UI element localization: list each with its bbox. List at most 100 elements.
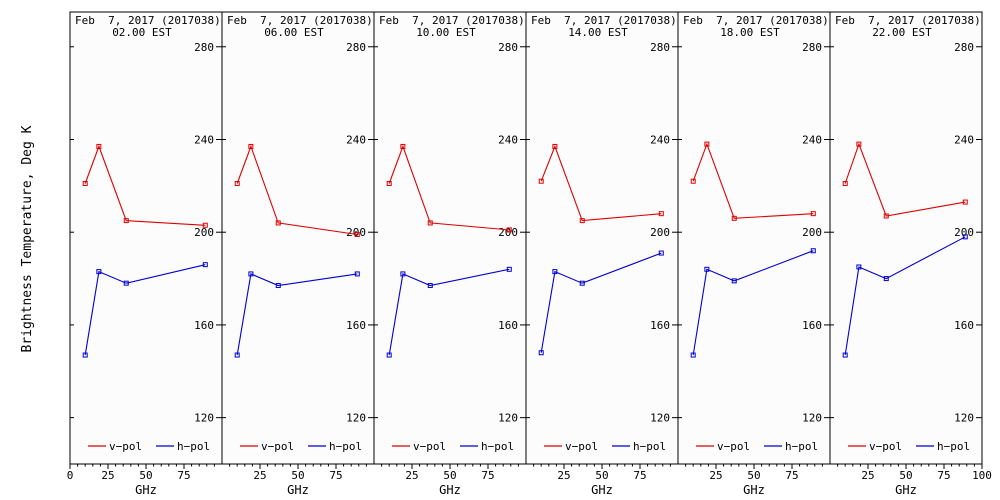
panel-frame <box>677 11 831 465</box>
panel-frame <box>69 11 223 465</box>
data-point-hpol <box>690 352 696 358</box>
panel: Feb 7, 2017 (2017038)14.00 EST 120 160 200 2… <box>525 11 679 497</box>
y-tick-label: 160 <box>650 319 670 332</box>
data-point-vpol <box>123 218 129 224</box>
legend-label-hpol: h−pol <box>177 440 210 453</box>
legend-label-vpol: v−pol <box>869 440 902 453</box>
series-line-vpol <box>844 142 966 217</box>
x-axis-label: GHz <box>743 483 765 497</box>
data-point-vpol <box>275 220 281 226</box>
series-line-hpol <box>84 264 206 356</box>
data-point-vpol <box>96 143 102 149</box>
y-tick-label: 120 <box>194 412 214 425</box>
data-point-hpol <box>506 266 512 272</box>
x-tick-label: 75 <box>937 469 950 482</box>
legend-label-hpol: h−pol <box>633 440 666 453</box>
panel-title-date: Feb 7, 2017 (2017038) <box>835 14 981 27</box>
x-tick-label: 75 <box>481 469 494 482</box>
data-point-vpol <box>552 143 558 149</box>
data-point-vpol <box>82 181 88 187</box>
data-point-vpol <box>506 227 512 233</box>
data-point-vpol <box>856 141 862 147</box>
series-line-vpol <box>236 144 358 236</box>
y-tick-label: 120 <box>346 412 366 425</box>
y-tick-label: 200 <box>194 226 214 239</box>
x-tick-label: 25 <box>101 469 114 482</box>
legend-label-vpol: v−pol <box>717 440 750 453</box>
data-point-hpol <box>579 280 585 286</box>
panel-title-time: 10.00 EST <box>416 26 476 39</box>
panel-title-time: 02.00 EST <box>112 26 172 39</box>
data-point-hpol <box>96 269 102 275</box>
data-point-hpol <box>234 352 240 358</box>
data-point-vpol <box>579 218 585 224</box>
x-tick-label: 25 <box>709 469 722 482</box>
panel-frame <box>221 11 375 465</box>
y-tick-label: 240 <box>194 133 214 146</box>
series-line-hpol <box>236 273 358 356</box>
data-point-hpol <box>202 262 208 268</box>
y-tick-label: 280 <box>346 41 366 54</box>
y-tick-label: 280 <box>650 41 670 54</box>
series-line-vpol <box>84 144 206 226</box>
x-tick-label: 25 <box>253 469 266 482</box>
legend-label-vpol: v−pol <box>413 440 446 453</box>
data-point-vpol <box>234 181 240 187</box>
data-point-vpol <box>248 143 254 149</box>
x-tick-label: 50 <box>595 469 608 482</box>
y-tick-label: 240 <box>498 133 518 146</box>
series-line-hpol <box>692 250 814 356</box>
data-point-hpol <box>962 234 968 240</box>
y-tick-label: 240 <box>346 133 366 146</box>
x-tick-label: 75 <box>785 469 798 482</box>
data-point-vpol <box>202 222 208 228</box>
panel: Feb 7, 2017 (2017038)18.00 EST 120 160 200 2… <box>677 11 831 497</box>
x-tick-label: 25 <box>557 469 570 482</box>
y-tick-label: 160 <box>802 319 822 332</box>
series-line-hpol <box>388 268 510 356</box>
legend-label-hpol: h−pol <box>329 440 362 453</box>
panel: Feb 7, 2017 (2017038)02.00 EST 120 160 200 2… <box>67 11 223 497</box>
data-point-vpol <box>427 220 433 226</box>
data-point-vpol <box>354 232 360 238</box>
panel-title-date: Feb 7, 2017 (2017038) <box>227 14 373 27</box>
series-line-hpol <box>540 252 662 353</box>
x-tick-label: 50 <box>443 469 456 482</box>
x-axis-label: GHz <box>287 483 309 497</box>
legend-label-hpol: h−pol <box>785 440 818 453</box>
y-tick-label: 120 <box>498 412 518 425</box>
data-point-hpol <box>354 271 360 277</box>
data-point-vpol <box>731 215 737 221</box>
y-tick-label: 120 <box>954 412 974 425</box>
panel-frame <box>373 11 527 465</box>
data-point-vpol <box>704 141 710 147</box>
x-axis-label: GHz <box>439 483 461 497</box>
data-point-hpol <box>810 248 816 254</box>
data-point-vpol <box>883 213 889 219</box>
data-point-hpol <box>275 283 281 289</box>
data-point-vpol <box>386 181 392 187</box>
legend-label-vpol: v−pol <box>109 440 142 453</box>
data-point-hpol <box>883 276 889 282</box>
panel-title-time: 14.00 EST <box>568 26 628 39</box>
panels: Feb 7, 2017 (2017038) 02.00 EST 120 160 200 2… <box>67 11 992 497</box>
data-point-hpol <box>386 352 392 358</box>
y-axis-label: Brightness Temperature, Deg K <box>20 125 35 352</box>
y-tick-label: 160 <box>954 319 974 332</box>
data-point-vpol <box>538 178 544 184</box>
legend-label-hpol: h−pol <box>937 440 970 453</box>
data-point-hpol <box>400 271 406 277</box>
x-tick-label: 25 <box>405 469 418 482</box>
y-tick-label: 160 <box>498 319 518 332</box>
panel-title-date: Feb 7, 2017 (2017038) <box>379 14 525 27</box>
y-tick-label: 240 <box>802 133 822 146</box>
y-tick-label: 120 <box>650 412 670 425</box>
data-point-vpol <box>658 211 664 217</box>
x-tick-label: 75 <box>329 469 342 482</box>
panel: Feb 7, 2017 (2017038)06.00 EST1201602002… <box>221 11 375 497</box>
legend-label-vpol: v−pol <box>565 440 598 453</box>
panel-title-time: 22.00 EST <box>872 26 932 39</box>
x-tick-label: 25 <box>861 469 874 482</box>
data-point-hpol <box>538 350 544 356</box>
